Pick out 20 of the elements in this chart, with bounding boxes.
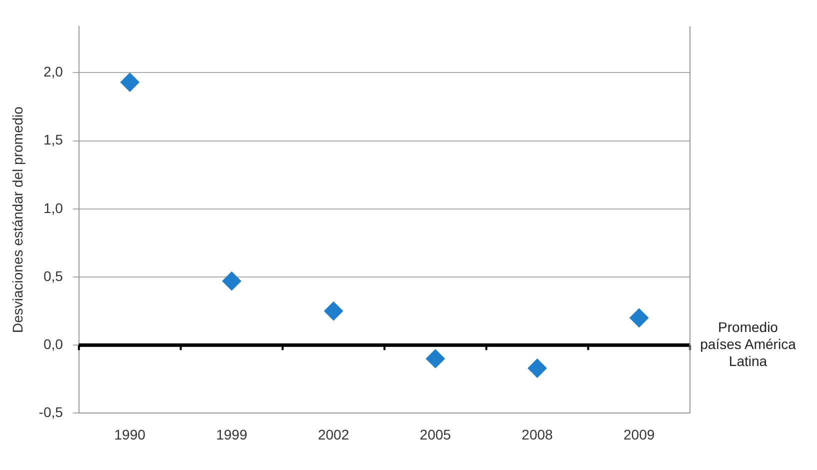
y-tick-label: -0,5 <box>38 404 64 420</box>
point <box>222 272 242 291</box>
ref-line-label: Promedio países América Latina <box>700 318 796 369</box>
x-tick-label: 1999 <box>216 426 248 442</box>
y-axis-title: Desviaciones estándar del promedio <box>9 106 26 334</box>
x-tick-label: 2005 <box>420 426 452 442</box>
point <box>528 358 547 378</box>
x-tick-label: 2002 <box>318 426 350 442</box>
point <box>630 308 649 328</box>
point <box>120 72 140 92</box>
y-tick-label: 0,5 <box>43 268 64 284</box>
x-tick-label: 1990 <box>114 426 146 442</box>
point <box>324 302 344 321</box>
point <box>426 349 445 368</box>
y-tick-label: 1,5 <box>43 132 64 148</box>
y-tick-label: 2,0 <box>43 64 64 80</box>
y-tick-label: 1,0 <box>43 200 64 216</box>
y-tick-label: 0,0 <box>43 336 64 352</box>
x-tick-label: 2008 <box>522 426 554 442</box>
x-tick-label: 2009 <box>624 426 655 442</box>
